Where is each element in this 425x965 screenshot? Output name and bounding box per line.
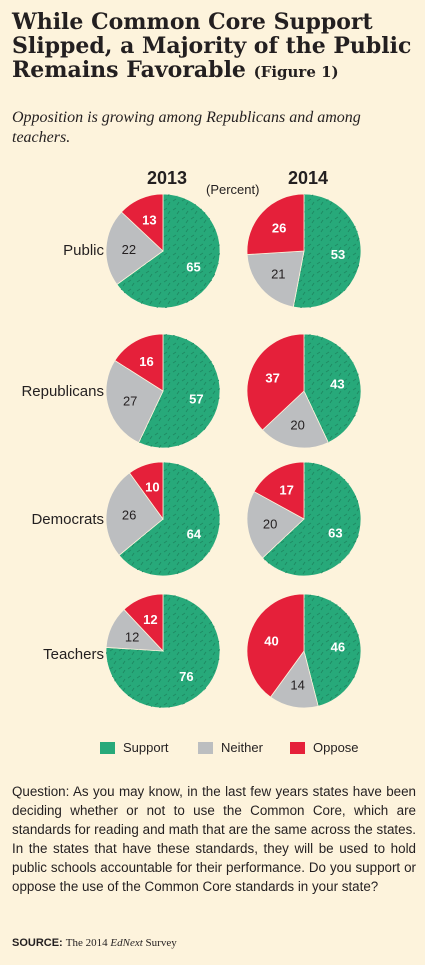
- source-note: SOURCE: The 2014 EdNext Survey: [12, 937, 177, 949]
- pie-value-label-teachers-2014-oppose: 40: [264, 633, 278, 648]
- year-header-2013: 2013: [147, 168, 188, 188]
- pie-value-label-teachers-2013-oppose: 12: [143, 612, 157, 627]
- pie-slice-public-2013-neither: [105, 211, 164, 286]
- pie-slice-texture-public-2013: [116, 194, 221, 309]
- legend-item-neither: Neither: [198, 740, 263, 755]
- pie-slice-democrats-2013-neither: [105, 472, 164, 556]
- legend-swatch-neither: [198, 741, 213, 754]
- pie-value-label-democrats-2013-neither: 26: [122, 508, 136, 523]
- figure-label: (Figure 1): [253, 63, 339, 81]
- source-label: SOURCE:: [12, 937, 63, 949]
- pie-slice-teachers-2014-oppose: [246, 593, 305, 698]
- legend-label-oppose: Oppose: [313, 740, 359, 755]
- legend-item-oppose: Oppose: [290, 740, 359, 755]
- pie-value-label-public-2014-neither: 21: [271, 267, 285, 282]
- pie-slice-republicans-2013-neither: [105, 359, 164, 444]
- pie-value-label-public-2013-neither: 22: [122, 242, 136, 257]
- pie-slice-texture-republicans-2014: [304, 334, 362, 443]
- source-emphasis: EdNext: [110, 937, 143, 949]
- survey-question: Question: As you may know, in the last f…: [12, 784, 416, 894]
- pie-value-label-public-2014-oppose: 26: [272, 221, 286, 236]
- unit-label: (Percent): [206, 182, 260, 197]
- pie-slice-public-2014-neither: [246, 250, 305, 308]
- pie-value-label-republicans-2013-neither: 27: [123, 394, 137, 409]
- pie-chart-grid: 65 22 13 53 21 26 57 27 16 43 20 37 64 26 10 63 20 17 76 12…: [105, 193, 362, 709]
- title-text: While Common Core Support Slipped, a Maj…: [12, 9, 412, 83]
- row-label-teachers: Teachers: [43, 646, 104, 663]
- pie-slice-texture-democrats-2013: [119, 462, 221, 576]
- legend-swatch-oppose: [290, 741, 305, 754]
- pie-slice-public-2014-oppose: [246, 193, 305, 256]
- figure-subtitle: Opposition is growing among Republicans …: [12, 109, 361, 146]
- pie-slice-texture-teachers-2014: [304, 594, 362, 707]
- pie-slice-republicans-2014-neither: [261, 390, 329, 449]
- pie-value-label-democrats-2014-support: 63: [328, 526, 342, 541]
- pie-slice-republicans-2014-oppose: [246, 333, 305, 431]
- pie-slice-texture-democrats-2014: [262, 462, 362, 576]
- legend-swatch-support: [100, 741, 115, 754]
- pie-value-label-republicans-2014-support: 43: [330, 377, 344, 392]
- pie-value-label-public-2013-support: 65: [186, 260, 200, 275]
- pie-slice-public-2013-oppose: [120, 193, 164, 252]
- pie-value-label-teachers-2014-neither: 14: [290, 678, 304, 693]
- pie-value-label-democrats-2014-neither: 20: [263, 516, 277, 531]
- pie-value-label-republicans-2013-oppose: 16: [139, 354, 153, 369]
- pie-value-label-republicans-2014-neither: 20: [290, 418, 304, 433]
- pie-slice-texture-public-2014: [293, 194, 362, 308]
- pie-slice-democrats-2013-oppose: [128, 461, 164, 521]
- pie-value-label-public-2014-support: 53: [331, 247, 345, 262]
- legend: Support Neither Oppose: [0, 740, 425, 760]
- pie-value-label-republicans-2013-support: 57: [189, 392, 203, 407]
- source-text-after: Survey: [142, 937, 177, 949]
- pie-slice-democrats-2014-oppose: [253, 461, 305, 520]
- legend-item-support: Support: [100, 740, 169, 755]
- pie-value-label-teachers-2013-support: 76: [179, 669, 193, 684]
- pie-value-label-democrats-2014-oppose: 17: [279, 483, 293, 498]
- pie-value-label-democrats-2013-support: 64: [187, 527, 202, 542]
- pie-value-label-teachers-2013-neither: 12: [125, 629, 139, 644]
- pie-slice-republicans-2013-oppose: [114, 333, 164, 392]
- figure-title: While Common Core Support Slipped, a Maj…: [12, 10, 412, 84]
- row-label-public: Public: [63, 242, 104, 259]
- source-text-before: The 2014: [65, 937, 111, 949]
- pie-value-label-republicans-2014-oppose: 37: [265, 370, 279, 385]
- pie-slice-teachers-2013-oppose: [123, 593, 164, 653]
- pie-value-label-democrats-2013-oppose: 10: [145, 480, 159, 495]
- pie-value-label-public-2013-oppose: 13: [142, 213, 156, 228]
- pie-slice-texture-republicans-2013: [138, 334, 220, 449]
- row-label-republicans: Republicans: [21, 383, 104, 400]
- legend-label-neither: Neither: [221, 740, 263, 755]
- year-header-2014: 2014: [288, 168, 329, 188]
- row-label-democrats: Democrats: [31, 511, 104, 528]
- legend-label-support: Support: [123, 740, 169, 755]
- pie-slice-democrats-2014-neither: [246, 490, 305, 559]
- pie-value-label-teachers-2014-support: 46: [331, 640, 345, 655]
